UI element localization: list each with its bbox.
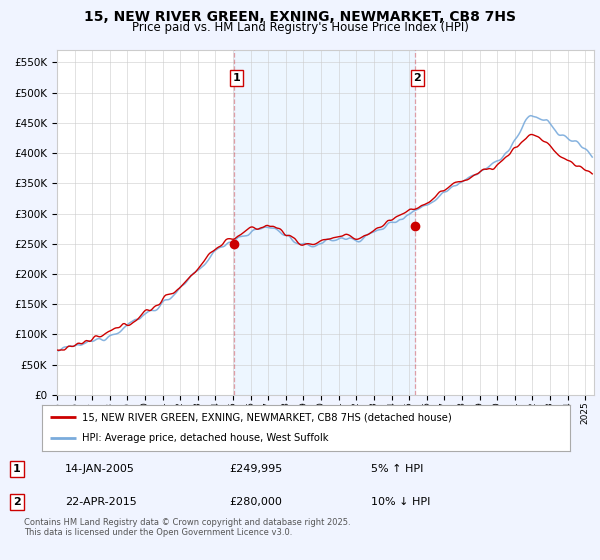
Text: 15, NEW RIVER GREEN, EXNING, NEWMARKET, CB8 7HS: 15, NEW RIVER GREEN, EXNING, NEWMARKET, … xyxy=(84,10,516,24)
Text: Contains HM Land Registry data © Crown copyright and database right 2025.
This d: Contains HM Land Registry data © Crown c… xyxy=(24,518,350,538)
Text: 22-APR-2015: 22-APR-2015 xyxy=(65,497,137,507)
Text: 10% ↓ HPI: 10% ↓ HPI xyxy=(371,497,430,507)
Text: 14-JAN-2005: 14-JAN-2005 xyxy=(65,464,134,474)
Text: 5% ↑ HPI: 5% ↑ HPI xyxy=(371,464,423,474)
Bar xyxy=(234,50,415,395)
Text: £249,995: £249,995 xyxy=(229,464,283,474)
Text: Price paid vs. HM Land Registry's House Price Index (HPI): Price paid vs. HM Land Registry's House … xyxy=(131,21,469,34)
Text: HPI: Average price, detached house, West Suffolk: HPI: Average price, detached house, West… xyxy=(82,433,328,444)
Text: 2: 2 xyxy=(413,73,421,83)
Text: 15, NEW RIVER GREEN, EXNING, NEWMARKET, CB8 7HS (detached house): 15, NEW RIVER GREEN, EXNING, NEWMARKET, … xyxy=(82,412,451,422)
Text: 1: 1 xyxy=(233,73,240,83)
Text: £280,000: £280,000 xyxy=(229,497,283,507)
Text: 1: 1 xyxy=(13,464,20,474)
Text: 2: 2 xyxy=(13,497,20,507)
